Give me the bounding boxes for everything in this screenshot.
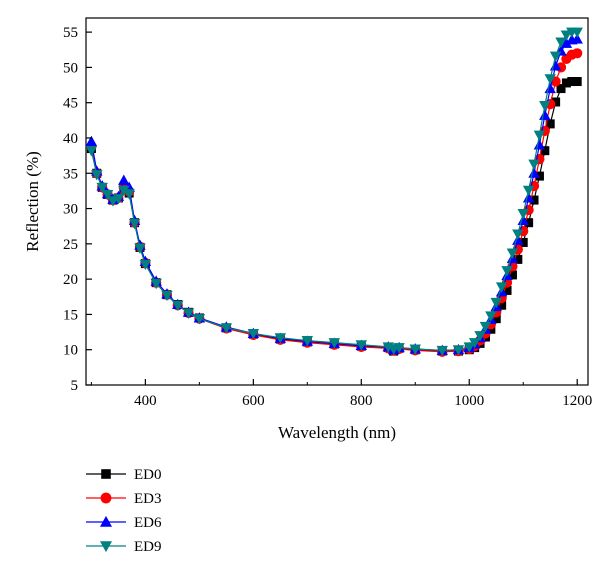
data-point-ed9 (301, 336, 314, 347)
data-point-ed9 (512, 229, 524, 240)
data-point-ed9 (274, 333, 287, 344)
legend-label: ED6 (134, 515, 162, 531)
data-point-ed9 (533, 130, 546, 141)
data-point-ed0 (572, 77, 582, 87)
legend-label: ED0 (134, 467, 162, 483)
data-point-ed9 (436, 345, 448, 357)
x-tick-label: 1000 (454, 393, 484, 409)
data-point-ed9 (409, 344, 421, 355)
legend-marker-ed3 (100, 492, 112, 504)
y-tick-label: 30 (63, 202, 78, 218)
legend-marker-ed0 (101, 469, 111, 479)
data-point-ed9 (522, 185, 535, 197)
data-point-ed9 (328, 338, 341, 349)
y-tick-label: 45 (63, 96, 78, 112)
data-point-ed9 (468, 338, 481, 349)
y-tick-label: 50 (63, 60, 78, 76)
data-point-ed9 (101, 189, 114, 201)
legend-marker-ed9 (99, 541, 113, 553)
data-point-ed9 (517, 208, 529, 220)
data-point-ed9 (139, 259, 152, 271)
series-ed3 (86, 48, 583, 357)
series-ed0 (86, 77, 582, 356)
data-point-ed9 (571, 27, 583, 38)
data-point-ed9 (495, 282, 508, 293)
series-layer (85, 27, 583, 357)
data-point-ed9 (506, 248, 519, 259)
data-point-ed9 (549, 51, 562, 62)
y-tick-label: 55 (63, 25, 78, 41)
data-point-ed9 (112, 194, 125, 205)
data-point-ed9 (544, 74, 556, 85)
data-point-ed9 (134, 243, 146, 254)
data-point-ed9 (490, 297, 502, 309)
data-point-ed6 (571, 33, 583, 44)
series-ed9 (85, 27, 583, 357)
x-axis-title: Wavelength (nm) (278, 423, 396, 442)
y-tick-label: 15 (63, 307, 78, 323)
data-point-ed9 (128, 218, 141, 230)
y-tick-label: 25 (63, 237, 78, 253)
legend-label: ED9 (134, 539, 162, 555)
data-point-ed9 (182, 308, 195, 319)
x-tick-label: 800 (350, 393, 373, 409)
plot-frame (85, 17, 589, 386)
series-ed6 (85, 33, 583, 355)
data-point-ed9 (355, 340, 367, 351)
data-point-ed6 (85, 135, 98, 147)
y-tick-label: 20 (63, 272, 78, 288)
y-tick-label: 35 (63, 166, 78, 182)
data-point-ed9 (220, 323, 233, 334)
legend: ED0 ED3 ED6 ED9 (86, 467, 162, 555)
data-point-ed9 (172, 300, 184, 312)
data-point-ed9 (123, 189, 135, 200)
x-tick-label: 400 (134, 393, 157, 409)
y-tick-label: 5 (71, 378, 79, 394)
data-point-ed9 (161, 290, 173, 302)
axis-layer: 400 600 800 1000 1200 5 10 15 20 25 30 35 40 45 50 55 (63, 25, 592, 409)
legend-item-ed9: ED9 (86, 539, 162, 555)
data-point-ed9 (501, 266, 513, 277)
data-point-ed9 (485, 311, 497, 322)
data-point-ed9 (555, 37, 567, 48)
legend-item-ed0: ED0 (86, 467, 162, 483)
x-tick-label: 1200 (562, 393, 592, 409)
data-point-ed9 (452, 345, 465, 356)
data-point-ed9 (150, 278, 162, 290)
data-point-ed9 (474, 331, 486, 342)
data-point-ed9 (479, 321, 492, 333)
y-axis-title: Reflection (%) (23, 151, 42, 252)
legend-marker-ed6 (99, 515, 113, 527)
data-point-ed0 (556, 84, 566, 94)
data-point-ed9 (528, 159, 540, 170)
legend-item-ed3: ED3 (86, 491, 162, 507)
legend-item-ed6: ED6 (86, 515, 162, 531)
data-point-ed9 (560, 30, 573, 41)
data-point-ed9 (393, 343, 405, 354)
x-tick-label: 600 (242, 393, 265, 409)
series-line-ed0 (90, 80, 578, 352)
data-point-ed9 (539, 101, 551, 112)
y-tick-label: 10 (63, 343, 78, 359)
data-point-ed9 (463, 342, 475, 353)
legend-label: ED3 (134, 491, 162, 507)
data-point-ed9 (247, 328, 260, 340)
data-point-ed9 (193, 314, 206, 325)
data-point-ed9 (85, 146, 98, 157)
data-point-ed9 (96, 182, 108, 194)
y-tick-label: 40 (63, 131, 78, 147)
data-point-ed3 (572, 48, 583, 59)
data-point-ed6 (118, 174, 130, 185)
data-point-ed9 (91, 170, 103, 181)
